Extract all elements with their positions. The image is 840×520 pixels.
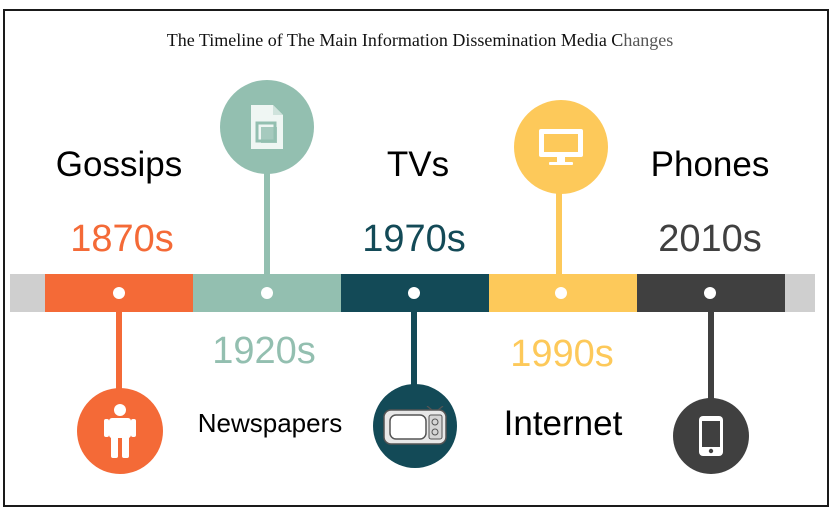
title-main: The Timeline of The Main Information Dis… [166, 30, 624, 50]
phones-circle [673, 398, 749, 474]
stem-internet [556, 160, 562, 293]
monitor-icon [539, 129, 583, 165]
track-left-cap [10, 274, 45, 312]
timeline-dot-tvs [408, 287, 420, 299]
stem-phones [708, 293, 714, 403]
milestone-name-internet: Internet [503, 404, 623, 443]
stem-newspapers [264, 160, 270, 293]
document-icon [251, 105, 283, 149]
milestone-name-phones: Phones [650, 145, 770, 184]
title-tail: hanges [623, 30, 674, 50]
milestone-name-tvs: TVs [386, 145, 450, 184]
milestone-year-phones: 2010s [658, 218, 762, 260]
timeline-dot-internet [555, 287, 567, 299]
milestone-year-internet: 1990s [510, 333, 614, 375]
timeline-dot-phones [704, 287, 716, 299]
newspapers-circle [220, 80, 314, 174]
tvs-circle [373, 384, 457, 468]
milestone-year-tvs: 1970s [362, 218, 466, 260]
milestone-year-newspapers: 1920s [212, 330, 316, 372]
gossips-circle [77, 388, 163, 474]
internet-circle [514, 100, 608, 194]
timeline-dot-gossips [113, 287, 125, 299]
tv-set-icon [383, 406, 447, 445]
diagram-title: The Timeline of The Main Information Dis… [0, 30, 840, 51]
milestone-year-gossips: 1870s [70, 218, 174, 260]
stem-gossips [116, 293, 122, 403]
timeline-dot-newspapers [261, 287, 273, 299]
stem-tvs [411, 293, 417, 393]
smartphone-icon [699, 416, 723, 456]
milestone-name-newspapers: Newspapers [197, 408, 343, 438]
person-icon [104, 404, 136, 458]
track-right-cap [785, 274, 815, 312]
milestone-name-gossips: Gossips [55, 145, 183, 184]
